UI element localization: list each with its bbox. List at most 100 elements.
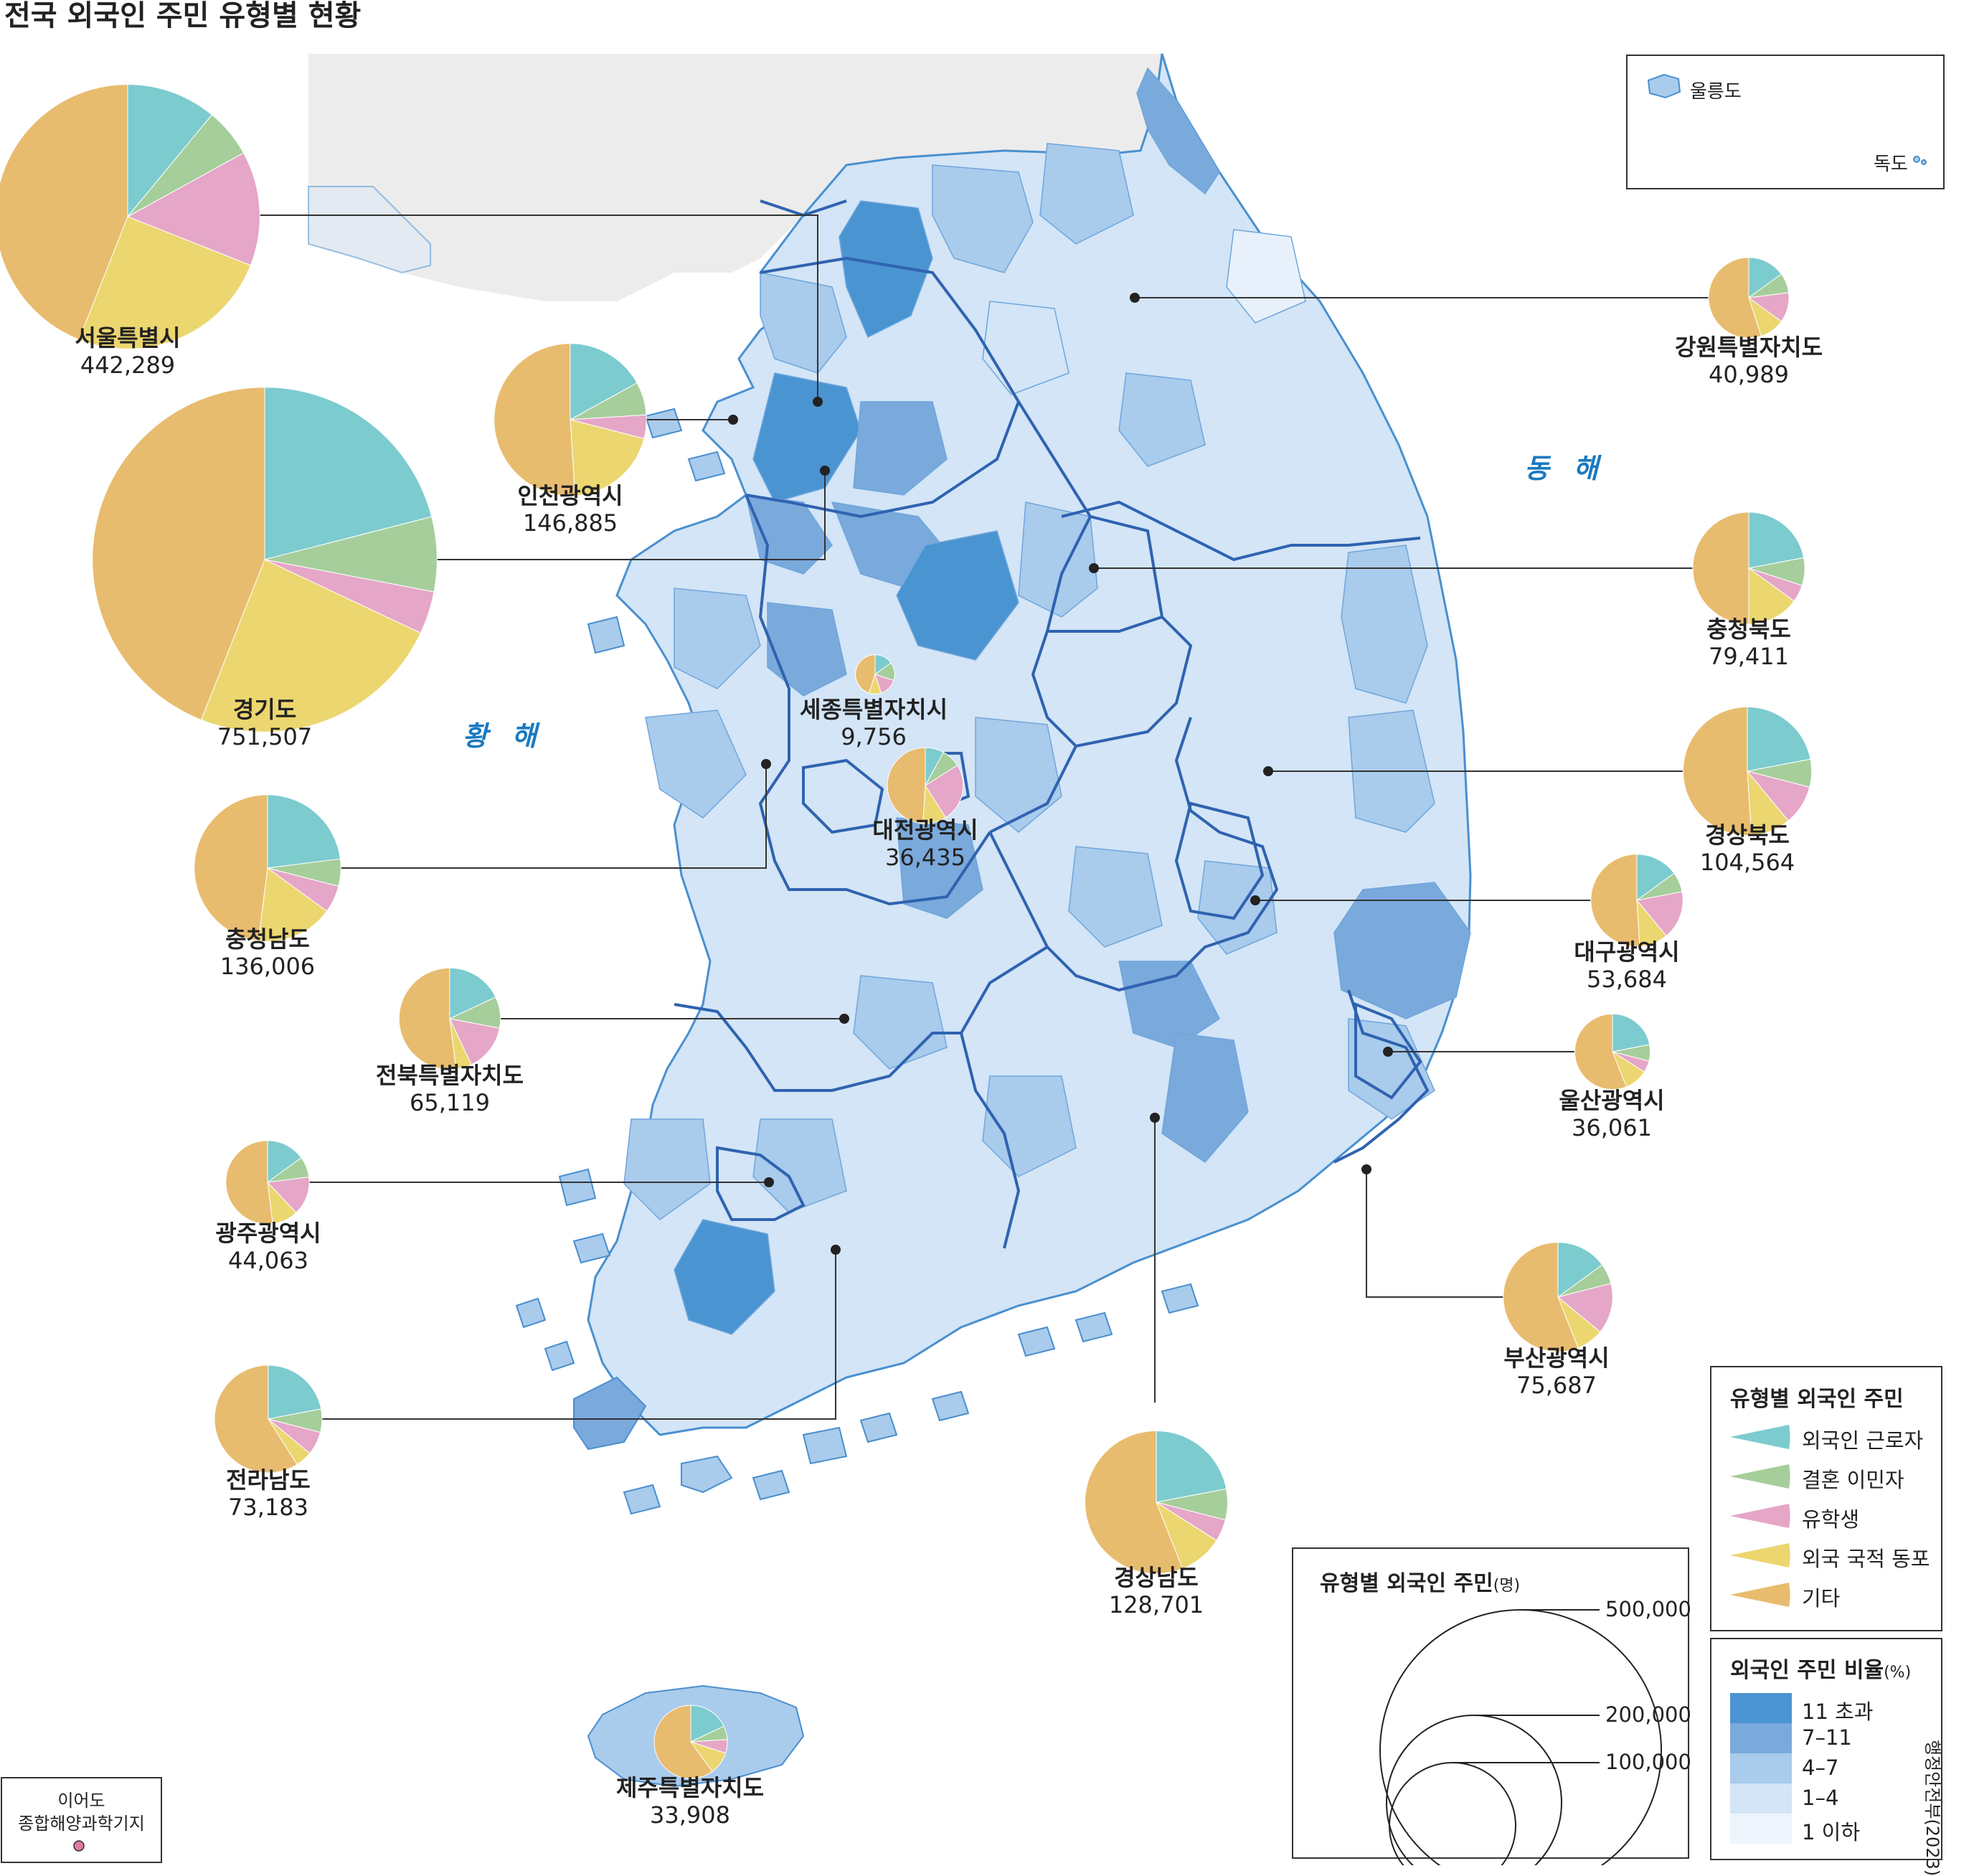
region-name: 강원특별자치도: [1674, 334, 1823, 361]
region-value: 9,756: [841, 723, 907, 750]
region-value: 442,289: [80, 352, 176, 379]
type-legend-swatch: [1730, 1583, 1790, 1607]
pie-slice: [1590, 854, 1640, 947]
region-value: 751,507: [217, 723, 313, 750]
pie-slice: [1748, 567, 1795, 625]
region-name: 인천광역시: [517, 482, 623, 509]
pie-slice: [398, 967, 457, 1070]
pie-slice: [855, 654, 876, 694]
pie-slice: [266, 1177, 310, 1214]
region-name: 대전광역시: [872, 816, 978, 844]
type-legend-swatch: [1730, 1464, 1790, 1489]
pie-slice: [1708, 257, 1762, 339]
pie-slice: [264, 516, 438, 593]
region-value: 65,119: [410, 1089, 490, 1116]
district-patches: [623, 67, 1471, 1335]
type-legend-title: 유형별 외국인 주민: [1730, 1387, 1904, 1412]
region-name: 대구광역시: [1574, 938, 1680, 966]
region-value: 44,063: [228, 1247, 308, 1274]
ratio-legend-title: 외국인 주민 비율(%): [1730, 1658, 1912, 1683]
region-value: 36,061: [1572, 1114, 1652, 1141]
pie-slice: [653, 1705, 713, 1779]
pie-slice: [1574, 1013, 1628, 1090]
region-value: 36,435: [885, 844, 965, 871]
ratio-legend-item: 7–11: [1802, 1725, 1852, 1750]
type-legend-swatch: [1730, 1425, 1790, 1449]
region-value: 128,701: [1108, 1591, 1204, 1618]
pie-slice: [1748, 512, 1805, 569]
ratio-legend-item: 1–4: [1802, 1786, 1839, 1810]
size-legend-label: 200,000: [1605, 1702, 1691, 1727]
type-legend-item: 유학생: [1802, 1507, 1860, 1532]
region-value: 146,885: [522, 509, 618, 537]
pie-slice: [1503, 1242, 1579, 1352]
pie-slice: [570, 419, 645, 496]
pie-slice: [494, 343, 576, 496]
pie-slice: [887, 747, 926, 824]
size-legend-title: 유형별 외국인 주민(명): [1320, 1571, 1521, 1596]
pie-slice: [214, 1364, 298, 1474]
region-value: 53,684: [1587, 966, 1667, 993]
region-name: 부산광역시: [1503, 1344, 1610, 1372]
region-name: 충청남도: [225, 925, 310, 953]
dokdo-island: [1913, 156, 1920, 163]
ratio-legend-swatch: [1730, 1814, 1792, 1844]
type-legend-item: 기타: [1802, 1586, 1841, 1611]
pie-slice: [1156, 1430, 1227, 1503]
pie-slice: [200, 559, 422, 732]
ieodo-label-2: 종합해양과학기지: [18, 1814, 145, 1834]
ratio-legend-swatches: [1730, 1693, 1792, 1844]
pie-slice: [78, 216, 252, 349]
ratio-legend-swatch: [1730, 1753, 1792, 1783]
region-name: 제주특별자치도: [615, 1774, 765, 1801]
pie-slice: [1747, 706, 1811, 772]
east-sea-label: 동 해: [1524, 453, 1606, 484]
region-value: 73,183: [228, 1494, 308, 1521]
ratio-legend-item: 11 초과: [1802, 1700, 1874, 1724]
type-legend-swatch: [1730, 1504, 1790, 1528]
region-name: 전라남도: [226, 1466, 311, 1494]
region-value: 104,564: [1699, 849, 1795, 876]
pie-slice: [92, 387, 265, 721]
pie-slice: [1085, 1430, 1184, 1574]
page-title: 전국 외국인 주민 유형별 현황: [4, 0, 362, 32]
pie-slice: [1682, 706, 1752, 836]
region-name: 세종특별자치시: [799, 696, 948, 723]
pie-slice: [0, 84, 128, 341]
size-legend-circles: [1379, 1609, 1662, 1865]
type-legend-item: 결혼 이민자: [1802, 1468, 1904, 1492]
region-value: 75,687: [1516, 1372, 1597, 1399]
west-sea-label: 황 해: [463, 720, 544, 752]
pie-slice: [449, 967, 496, 1019]
north-area: [308, 54, 1162, 301]
pie-slice: [570, 343, 638, 420]
pie-slice: [1692, 512, 1749, 625]
pie-slice: [1557, 1283, 1613, 1333]
ulleung-island: [1647, 73, 1681, 99]
region-name: 울산광역시: [1559, 1087, 1665, 1114]
dokdo-label: 독도: [1874, 154, 1908, 175]
pie-slice: [1636, 891, 1683, 937]
pie-slice: [1748, 257, 1782, 298]
pie-slice: [268, 1364, 322, 1420]
pie-slice: [264, 387, 433, 560]
region-name: 충청북도: [1706, 616, 1791, 643]
ratio-legend-item: 4–7: [1802, 1755, 1839, 1780]
region-name: 서울특별시: [75, 324, 181, 352]
pie-slice: [225, 1140, 273, 1225]
inset-box: [1626, 55, 1945, 189]
type-legend-swatches: [1730, 1425, 1790, 1607]
leader-dots: [728, 293, 1393, 1255]
ratio-legend-swatch: [1730, 1693, 1792, 1723]
pie-slice: [449, 1018, 501, 1065]
pie-slice: [267, 1140, 302, 1183]
leader-lines: [221, 215, 1722, 1420]
region-value: 79,411: [1709, 643, 1789, 670]
pie-slice: [1612, 1013, 1650, 1052]
ulleung-label: 울릉도: [1690, 81, 1742, 103]
size-legend-label: 100,000: [1605, 1750, 1691, 1774]
ratio-legend-swatch: [1730, 1783, 1792, 1814]
islands: [515, 407, 1199, 1515]
ieodo-label-1: 이어도: [57, 1791, 105, 1811]
